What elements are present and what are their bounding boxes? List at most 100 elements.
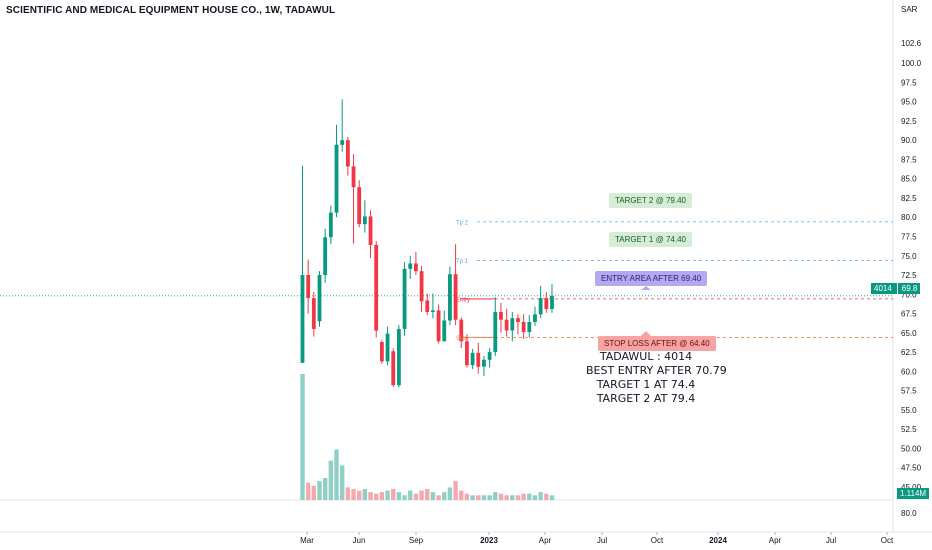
volume-bar (339, 465, 345, 500)
candle-body (408, 263, 413, 269)
candle-body (402, 268, 407, 329)
volume-bar (459, 490, 464, 500)
candle-body (351, 166, 356, 188)
volume-bar (300, 374, 305, 500)
candle-body (533, 314, 537, 323)
candle-body (436, 310, 441, 342)
candle-body (442, 320, 447, 342)
annotation-line-1: TADAWUL : 4014 (599, 350, 693, 363)
volume-bar (436, 495, 441, 500)
volume-bar (442, 492, 447, 500)
volume-badge: 1.114M (897, 488, 930, 499)
target-1-label: TARGET 1 @ 74.40 (609, 232, 692, 247)
candlestick-series (300, 99, 554, 388)
volume-bars (300, 374, 555, 500)
stop-marker: Stop (456, 336, 469, 342)
volume-bar (351, 488, 356, 500)
candle-body (453, 274, 458, 320)
price-tick-label: 57.5 (901, 387, 917, 396)
volume-bar (515, 495, 521, 500)
volume-bar (362, 488, 368, 500)
time-tick-label: Jul (597, 536, 607, 545)
candle-body (368, 216, 373, 245)
volume-bar (419, 490, 424, 500)
last-price-value: 69.8 (901, 284, 918, 293)
volume-bar (521, 493, 526, 500)
volume-bar (476, 495, 481, 500)
volume-bar (498, 493, 504, 500)
candle-body (391, 351, 396, 386)
price-axis[interactable]: SAR 102.6 100.0 97.5 95.0 92.5 90.0 87.5 85.0 82.… (901, 5, 922, 518)
candle-body (544, 298, 549, 309)
volume-bar (305, 482, 311, 500)
tp2-marker: Tp 2 (456, 220, 469, 226)
level-lines (0, 221, 893, 338)
price-tick-label: 45.00 (901, 483, 922, 492)
time-tick-label: Jul (826, 536, 836, 545)
annotation-line-4: TARGET 2 AT 79.4 (596, 392, 696, 405)
time-tick-label: Oct (651, 536, 664, 545)
volume-bar (532, 495, 538, 500)
volume-bar (368, 492, 373, 500)
candle-body (414, 263, 418, 272)
candle-body (425, 300, 430, 312)
candle-body (334, 144, 339, 213)
candle-body (476, 352, 481, 367)
entry-area-label: ENTRY AREA AFTER 69.40 (595, 271, 708, 286)
price-tick-label: 47.50 (901, 464, 922, 473)
candle-body (465, 341, 469, 366)
volume-bar (504, 495, 509, 500)
price-tick-label: 82.5 (901, 194, 917, 203)
candle-body (317, 275, 322, 322)
price-tick-label: 77.5 (901, 232, 917, 241)
candle-body (340, 140, 345, 145)
trade-annotation: TADAWUL : 4014 BEST ENTRY AFTER 70.79 TA… (586, 350, 727, 406)
candle-body (300, 275, 305, 363)
candle-body (379, 342, 384, 362)
price-tick-label: 92.5 (901, 117, 917, 126)
price-tick-label: 55.0 (901, 406, 917, 415)
price-tick-label: 70.0 (901, 290, 917, 299)
price-tick-label: 85.0 (901, 175, 917, 184)
volume-bar (470, 495, 475, 500)
candle-body (357, 187, 362, 225)
candle-body (396, 328, 401, 386)
volume-bar (391, 488, 396, 500)
time-tick-label: 2024 (709, 536, 727, 545)
volume-bar (481, 495, 487, 500)
candle-body (306, 275, 311, 299)
candle-body (504, 319, 509, 331)
price-tick-label: 90.0 (901, 136, 917, 145)
volume-bar (544, 493, 549, 500)
candle-body (431, 310, 435, 312)
candle-body (516, 318, 520, 323)
time-axis[interactable]: Mar Jun Sep 2023 Apr Jul Oct 2024 Apr Jul Oct (300, 532, 894, 545)
volume-bar (317, 481, 322, 500)
candle-body (328, 212, 333, 238)
stop-loss-label: STOP LOSS AFTER @ 64.40 (598, 336, 716, 351)
volume-bar (447, 487, 453, 500)
candle-body (499, 312, 503, 320)
stop-label-pointer (641, 331, 651, 336)
volume-bar (538, 492, 543, 500)
volume-bar (379, 492, 385, 500)
time-tick-label: Apr (539, 536, 552, 545)
price-tick-label: 95.0 (901, 98, 917, 107)
volume-axis-label: 80.0 (901, 509, 917, 518)
candle-body (538, 298, 543, 315)
candle-body (385, 333, 390, 362)
price-tick-label: 52.5 (901, 425, 917, 434)
volume-bar (322, 477, 328, 500)
price-tick-label: 67.5 (901, 310, 917, 319)
annotation-line-3: TARGET 1 AT 74.4 (596, 378, 696, 391)
chart-title: SCIENTIFIC AND MEDICAL EQUIPMENT HOUSE C… (6, 5, 336, 16)
time-tick-label: Jun (353, 536, 366, 545)
volume-bar (549, 495, 555, 500)
volume-bar (345, 487, 351, 500)
volume-bar (527, 493, 532, 500)
candle-body (510, 318, 515, 331)
volume-bar (334, 449, 339, 500)
currency-label: SAR (901, 5, 918, 14)
price-tick-label: 102.6 (901, 39, 922, 48)
